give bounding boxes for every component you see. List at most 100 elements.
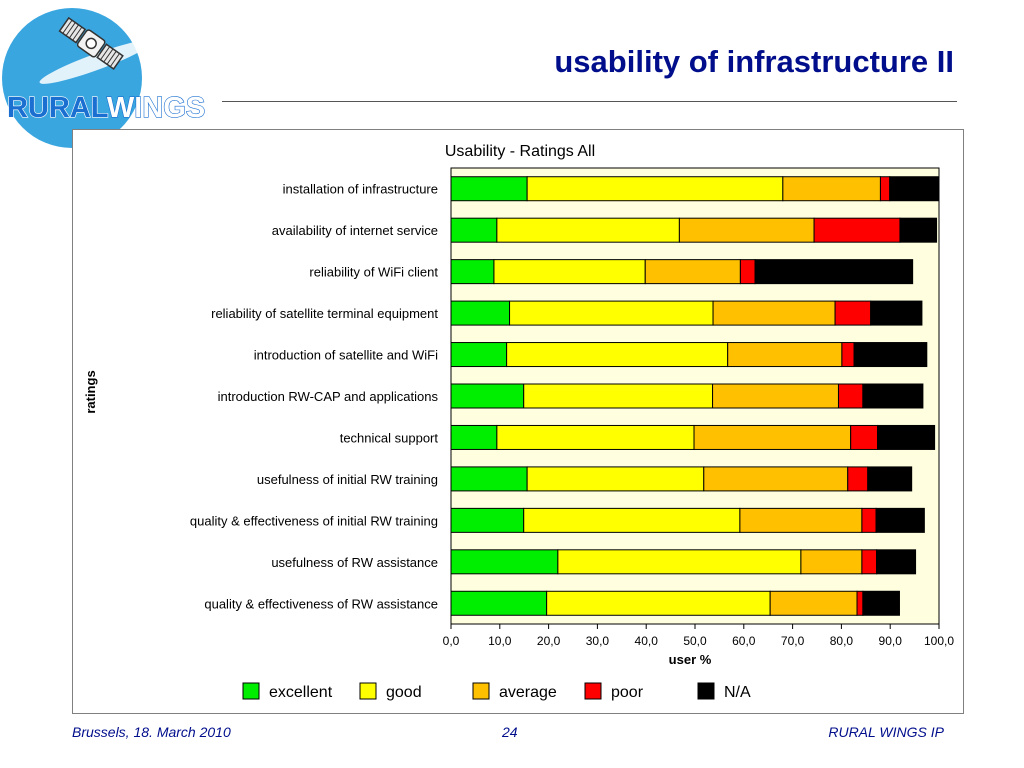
chart-title: Usability - Ratings All xyxy=(445,143,595,160)
category-labels: installation of infrastructure availabili… xyxy=(190,182,439,612)
stacked-bar-chart: Usability - Ratings All installation of … xyxy=(83,143,954,701)
footer-page-number: 24 xyxy=(502,724,518,740)
bar-good-1 xyxy=(526,176,784,202)
page-title: usability of infrastructure II xyxy=(554,44,954,79)
x-tick-label: 30,0 xyxy=(586,634,610,648)
bar-poor-4 xyxy=(834,300,872,326)
x-axis-label: user % xyxy=(669,652,712,667)
bar-average-6 xyxy=(712,383,839,409)
legend-label-poor: poor xyxy=(611,684,644,701)
bar-average-10 xyxy=(800,549,863,575)
y-axis-label: ratings xyxy=(83,370,98,413)
x-axis: 0,0 10,0 20,0 30,0 40,0 50,0 60,0 70,0 80,0 90,0 1… xyxy=(443,624,954,648)
bar-n-a-9 xyxy=(875,507,925,533)
footer-location-date: Brussels, 18. March 2010 xyxy=(72,724,231,740)
bar-average-2 xyxy=(678,217,815,243)
legend-swatch-good xyxy=(359,682,377,700)
legend-swatch-n-a xyxy=(697,682,715,700)
bar-average-7 xyxy=(693,424,852,450)
bar-good-4 xyxy=(509,300,714,326)
bar-n-a-8 xyxy=(867,466,913,492)
bar-excellent-9 xyxy=(450,507,525,533)
bar-average-4 xyxy=(712,300,836,326)
category-label: usefulness of RW assistance xyxy=(271,555,438,570)
bar-good-8 xyxy=(526,466,705,492)
bar-poor-6 xyxy=(837,383,864,409)
bar-poor-8 xyxy=(847,466,869,492)
x-tick-label: 60,0 xyxy=(732,634,756,648)
category-label: usefulness of initial RW training xyxy=(257,472,438,487)
bar-excellent-1 xyxy=(450,176,528,202)
bar-n-a-4 xyxy=(870,300,923,326)
bar-average-5 xyxy=(727,342,843,368)
bar-excellent-2 xyxy=(450,217,498,243)
bar-poor-3 xyxy=(739,259,756,285)
bar-n-a-10 xyxy=(876,549,917,575)
x-tick-label: 50,0 xyxy=(683,634,707,648)
bar-poor-1 xyxy=(879,176,891,202)
bar-average-3 xyxy=(644,259,741,285)
bar-excellent-11 xyxy=(450,590,548,616)
legend-label-n-a: N/A xyxy=(724,684,751,701)
category-label: availability of internet service xyxy=(272,223,438,238)
category-label: installation of infrastructure xyxy=(283,182,438,197)
logo-text-rural: RURAL xyxy=(7,92,108,124)
bar-excellent-8 xyxy=(450,466,528,492)
bar-n-a-7 xyxy=(877,424,936,450)
bar-good-10 xyxy=(557,549,802,575)
bar-poor-10 xyxy=(861,549,878,575)
bar-excellent-6 xyxy=(450,383,525,409)
x-tick-label: 20,0 xyxy=(537,634,561,648)
bar-good-5 xyxy=(506,342,729,368)
category-label: reliability of WiFi client xyxy=(309,265,438,280)
legend-label-good: good xyxy=(386,684,422,701)
bar-average-11 xyxy=(769,590,858,616)
bar-average-9 xyxy=(739,507,863,533)
satellite-icon xyxy=(39,16,153,84)
bar-average-8 xyxy=(703,466,849,492)
x-tick-label: 80,0 xyxy=(830,634,854,648)
bars-group xyxy=(450,176,940,616)
x-tick-label: 40,0 xyxy=(635,634,659,648)
bar-excellent-4 xyxy=(450,300,511,326)
bar-excellent-3 xyxy=(450,259,495,285)
bar-good-3 xyxy=(493,259,646,285)
bar-n-a-1 xyxy=(889,176,940,202)
bar-poor-11 xyxy=(856,590,864,616)
bar-poor-5 xyxy=(841,342,855,368)
bar-n-a-6 xyxy=(862,383,924,409)
svg-text:RURALWINGS: RURALWINGS xyxy=(7,92,205,124)
category-label: technical support xyxy=(340,430,439,445)
category-label: quality & effectiveness of RW assistance xyxy=(204,596,438,611)
legend-label-average: average xyxy=(499,684,557,701)
logo-text-wings: WINGS xyxy=(107,92,205,124)
bar-poor-2 xyxy=(813,217,901,243)
x-tick-label: 100,0 xyxy=(924,634,954,648)
bar-good-7 xyxy=(496,424,695,450)
bar-n-a-11 xyxy=(862,590,900,616)
x-tick-label: 0,0 xyxy=(443,634,460,648)
legend-swatch-average xyxy=(472,682,490,700)
bar-good-9 xyxy=(523,507,741,533)
rural-wings-logo: RURALWINGS xyxy=(0,0,216,152)
bar-poor-9 xyxy=(861,507,877,533)
bar-poor-7 xyxy=(850,424,879,450)
chart-legend: excellent good average poor N/A xyxy=(242,682,751,701)
footer-project-name: RURAL WINGS IP xyxy=(828,724,944,740)
x-tick-label: 90,0 xyxy=(879,634,903,648)
bar-good-11 xyxy=(546,590,771,616)
bar-n-a-2 xyxy=(899,217,938,243)
category-label: reliability of satellite terminal equipm… xyxy=(211,306,438,321)
legend-label-excellent: excellent xyxy=(269,684,333,701)
bar-excellent-5 xyxy=(450,342,508,368)
x-tick-label: 70,0 xyxy=(781,634,805,648)
bar-good-6 xyxy=(523,383,714,409)
bar-excellent-7 xyxy=(450,424,498,450)
legend-swatch-poor xyxy=(584,682,602,700)
title-divider xyxy=(222,101,957,102)
x-tick-label: 10,0 xyxy=(488,634,512,648)
bar-n-a-3 xyxy=(754,259,914,285)
category-label: quality & effectiveness of initial RW tr… xyxy=(190,513,438,528)
bar-average-1 xyxy=(782,176,881,202)
category-label: introduction of satellite and WiFi xyxy=(254,348,438,363)
